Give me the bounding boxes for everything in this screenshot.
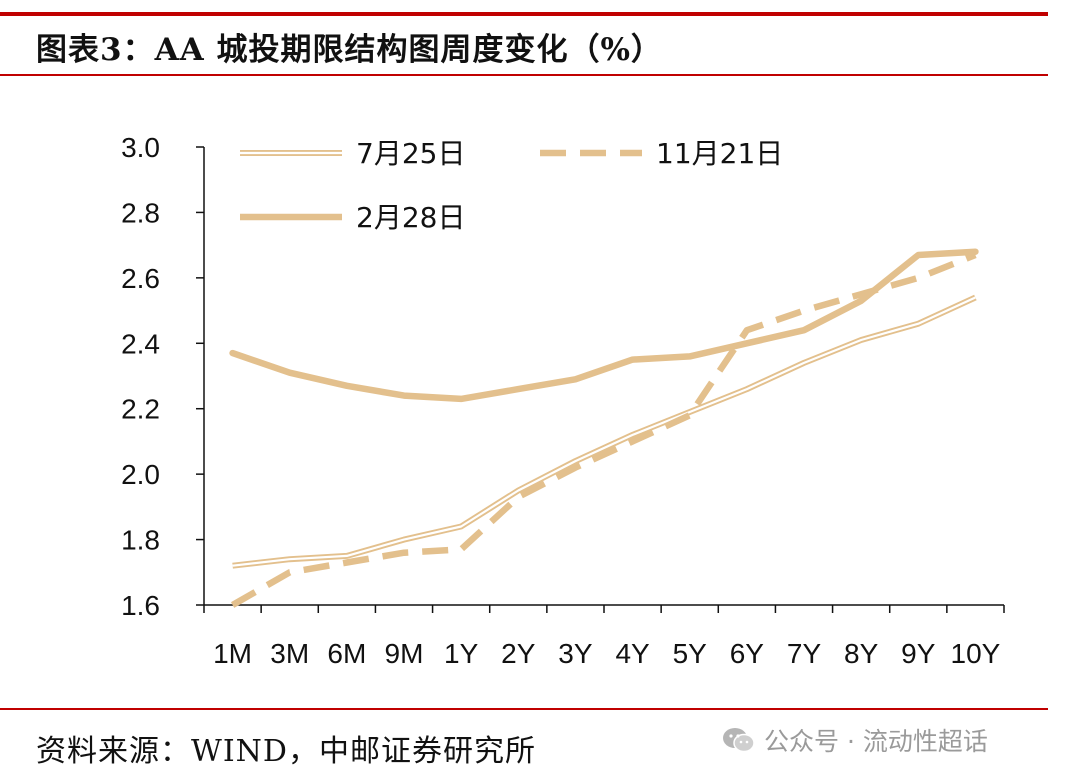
title-underline [0, 74, 1048, 76]
source-note: 资料来源：WIND，中邮证券研究所 [36, 734, 536, 769]
x-tick-label: 9Y [901, 638, 936, 669]
watermark-text: 公众号 · 流动性超话 [764, 727, 988, 756]
series-line-inner [232, 296, 976, 567]
series-line [229, 248, 979, 403]
watermark: 公众号 · 流动性超话 [722, 722, 988, 758]
chart-title: 图表3：AA 城投期限结构图周度变化（%） [36, 32, 663, 68]
legend: 7月25日 11月21日 2月28日 [240, 137, 783, 234]
x-tick-label: 10Y [951, 638, 1001, 669]
x-tick-label: 7Y [787, 638, 822, 669]
y-tick-label: 1.8 [121, 525, 160, 556]
y-tick-label: 3.0 [121, 132, 160, 163]
x-tick-label: 3Y [558, 638, 593, 669]
top-rule [0, 12, 1048, 16]
x-tick-label: 2Y [501, 638, 536, 669]
x-tick-label: 5Y [673, 638, 708, 669]
legend-item-3: 2月28日 [240, 201, 465, 234]
x-tick-label: 6M [327, 638, 366, 669]
x-tick-label: 1Y [444, 638, 479, 669]
legend-item-1: 7月25日 [240, 137, 465, 170]
source-rule [0, 708, 1048, 710]
series-1 [232, 294, 977, 569]
x-tick-label: 9M [385, 638, 424, 669]
y-tick-label: 2.2 [121, 394, 160, 425]
x-tick-label: 1M [213, 638, 252, 669]
line-chart: 1.6 1.8 2.0 2.2 2.4 2.6 2.8 3.0 1M 3M 6M 9M 1Y 2Y 3Y 4Y… [121, 132, 1005, 669]
axes: 1.6 1.8 2.0 2.2 2.4 2.6 2.8 3.0 1M 3M 6M 9M 1Y 2Y 3Y 4Y… [121, 132, 1005, 669]
y-tick-label: 2.6 [121, 263, 160, 294]
wechat-icon [723, 728, 755, 753]
series-line [230, 251, 977, 608]
series-lines [229, 248, 979, 608]
y-tick-label: 2.4 [121, 328, 160, 359]
y-tick-label: 1.6 [121, 590, 160, 621]
y-tick-label: 2.8 [121, 197, 160, 228]
legend-label: 2月28日 [356, 201, 465, 234]
x-tick-label: 6Y [730, 638, 765, 669]
legend-item-2: 11月21日 [540, 137, 783, 170]
series-line-outer [232, 294, 977, 569]
series-2 [230, 251, 977, 608]
y-tick-label: 2.0 [121, 459, 160, 490]
x-tick-label: 4Y [615, 638, 650, 669]
series-3 [229, 248, 979, 403]
legend-label: 11月21日 [656, 137, 783, 170]
x-tick-label: 8Y [844, 638, 879, 669]
legend-label: 7月25日 [356, 137, 465, 170]
x-tick-label: 3M [270, 638, 309, 669]
